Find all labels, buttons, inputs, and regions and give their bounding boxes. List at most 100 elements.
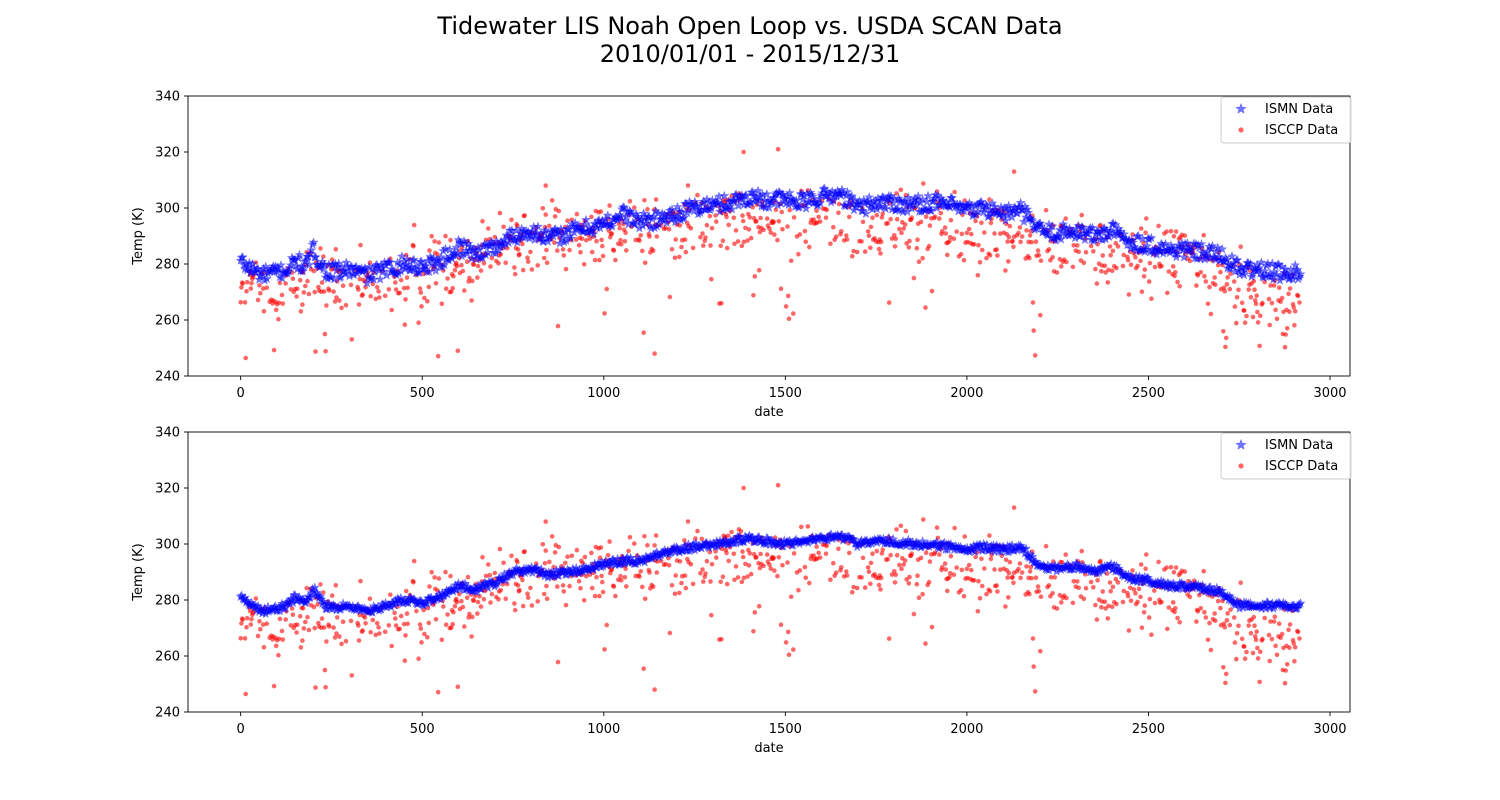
ismn-point <box>1047 220 1058 231</box>
ismn-point <box>273 264 284 275</box>
isccp-point <box>791 215 797 220</box>
isccp-point <box>1105 616 1111 621</box>
ismn-point <box>1105 225 1117 235</box>
isccp-point <box>920 255 925 261</box>
isccp-point <box>368 630 374 635</box>
y-tick-label: 280 <box>155 258 180 273</box>
isccp-point <box>503 260 509 266</box>
isccp-point <box>1255 645 1260 651</box>
isccp-point <box>637 574 642 579</box>
x-tick-label: 2000 <box>950 386 983 401</box>
ismn-point <box>842 186 853 197</box>
isccp-point <box>421 607 427 613</box>
isccp-point <box>1106 603 1111 609</box>
ismn-point <box>1108 218 1119 228</box>
isccp-point <box>356 302 362 307</box>
isccp-point <box>1286 627 1291 633</box>
isccp-point <box>1286 291 1291 297</box>
isccp-point <box>432 239 437 244</box>
isccp-point <box>429 234 435 239</box>
ismn-point <box>763 202 775 213</box>
isccp-point <box>1024 564 1029 569</box>
isccp-point <box>971 242 977 247</box>
isccp-point <box>647 570 652 575</box>
isccp-point <box>1007 223 1013 229</box>
isccp-point <box>699 536 705 542</box>
isccp-point <box>1054 270 1060 275</box>
isccp-point <box>411 580 416 585</box>
isccp-point <box>1071 579 1076 584</box>
isccp-point <box>1207 620 1212 626</box>
isccp-point <box>260 286 266 291</box>
isccp-point <box>683 249 689 255</box>
isccp-point <box>1105 280 1111 285</box>
isccp-point <box>462 288 467 293</box>
isccp-point <box>358 242 363 248</box>
isccp-point <box>1254 629 1259 634</box>
isccp-point <box>1232 640 1238 645</box>
ismn-point <box>931 536 942 547</box>
isccp-point <box>767 562 772 567</box>
y-tick-label: 340 <box>155 90 180 105</box>
isccp-point <box>492 570 498 576</box>
isccp-point <box>947 239 952 244</box>
ismn-point <box>678 212 690 223</box>
isccp-point <box>720 238 726 244</box>
isccp-point <box>641 666 646 671</box>
isccp-point <box>470 614 475 620</box>
isccp-point <box>477 594 482 599</box>
isccp-point <box>323 685 328 690</box>
isccp-point <box>376 289 381 294</box>
isccp-point <box>1195 609 1201 614</box>
isccp-point <box>865 565 871 570</box>
isccp-point <box>1242 656 1248 661</box>
isccp-point <box>828 577 833 582</box>
y-tick-label: 300 <box>155 538 180 553</box>
isccp-point <box>529 267 535 272</box>
isccp-point <box>363 285 368 290</box>
isccp-point <box>1032 689 1038 694</box>
ismn-point <box>998 208 1009 219</box>
isccp-point <box>1106 267 1111 273</box>
isccp-point <box>1212 275 1217 280</box>
isccp-point <box>1274 316 1280 322</box>
isccp-point <box>488 600 493 605</box>
isccp-point <box>466 615 472 620</box>
isccp-point <box>1254 293 1259 299</box>
isccp-point <box>906 581 912 586</box>
isccp-point <box>894 527 899 532</box>
isccp-point <box>1094 617 1100 622</box>
isccp-point <box>735 239 741 244</box>
isccp-point <box>1228 607 1233 612</box>
y-axis-label: Temp (K) <box>131 207 146 265</box>
isccp-point <box>416 320 421 326</box>
isccp-point <box>987 253 993 258</box>
isccp-point <box>1136 586 1142 592</box>
isccp-point <box>411 222 417 228</box>
isccp-point <box>764 216 770 221</box>
isccp-point <box>403 297 408 302</box>
isccp-point <box>860 219 866 225</box>
isccp-point <box>961 593 967 599</box>
ismn-point <box>361 277 373 288</box>
isccp-point <box>1238 244 1243 249</box>
isccp-point <box>906 245 912 250</box>
isccp-point <box>1239 300 1245 306</box>
isccp-point <box>331 289 336 294</box>
isccp-point <box>886 300 892 305</box>
isccp-point <box>242 636 248 641</box>
isccp-point <box>306 627 312 633</box>
isccp-point <box>958 251 964 257</box>
isccp-point <box>1224 282 1230 287</box>
isccp-point <box>544 260 550 266</box>
isccp-point <box>1095 578 1100 583</box>
isccp-point <box>451 273 456 279</box>
isccp-point <box>1221 665 1226 670</box>
isccp-point <box>1079 548 1084 554</box>
isccp-point <box>1064 259 1069 265</box>
isccp-point <box>844 237 850 242</box>
isccp-point <box>1175 279 1180 285</box>
isccp-point <box>1075 243 1080 248</box>
isccp-point <box>1255 320 1261 325</box>
isccp-point <box>726 222 731 228</box>
